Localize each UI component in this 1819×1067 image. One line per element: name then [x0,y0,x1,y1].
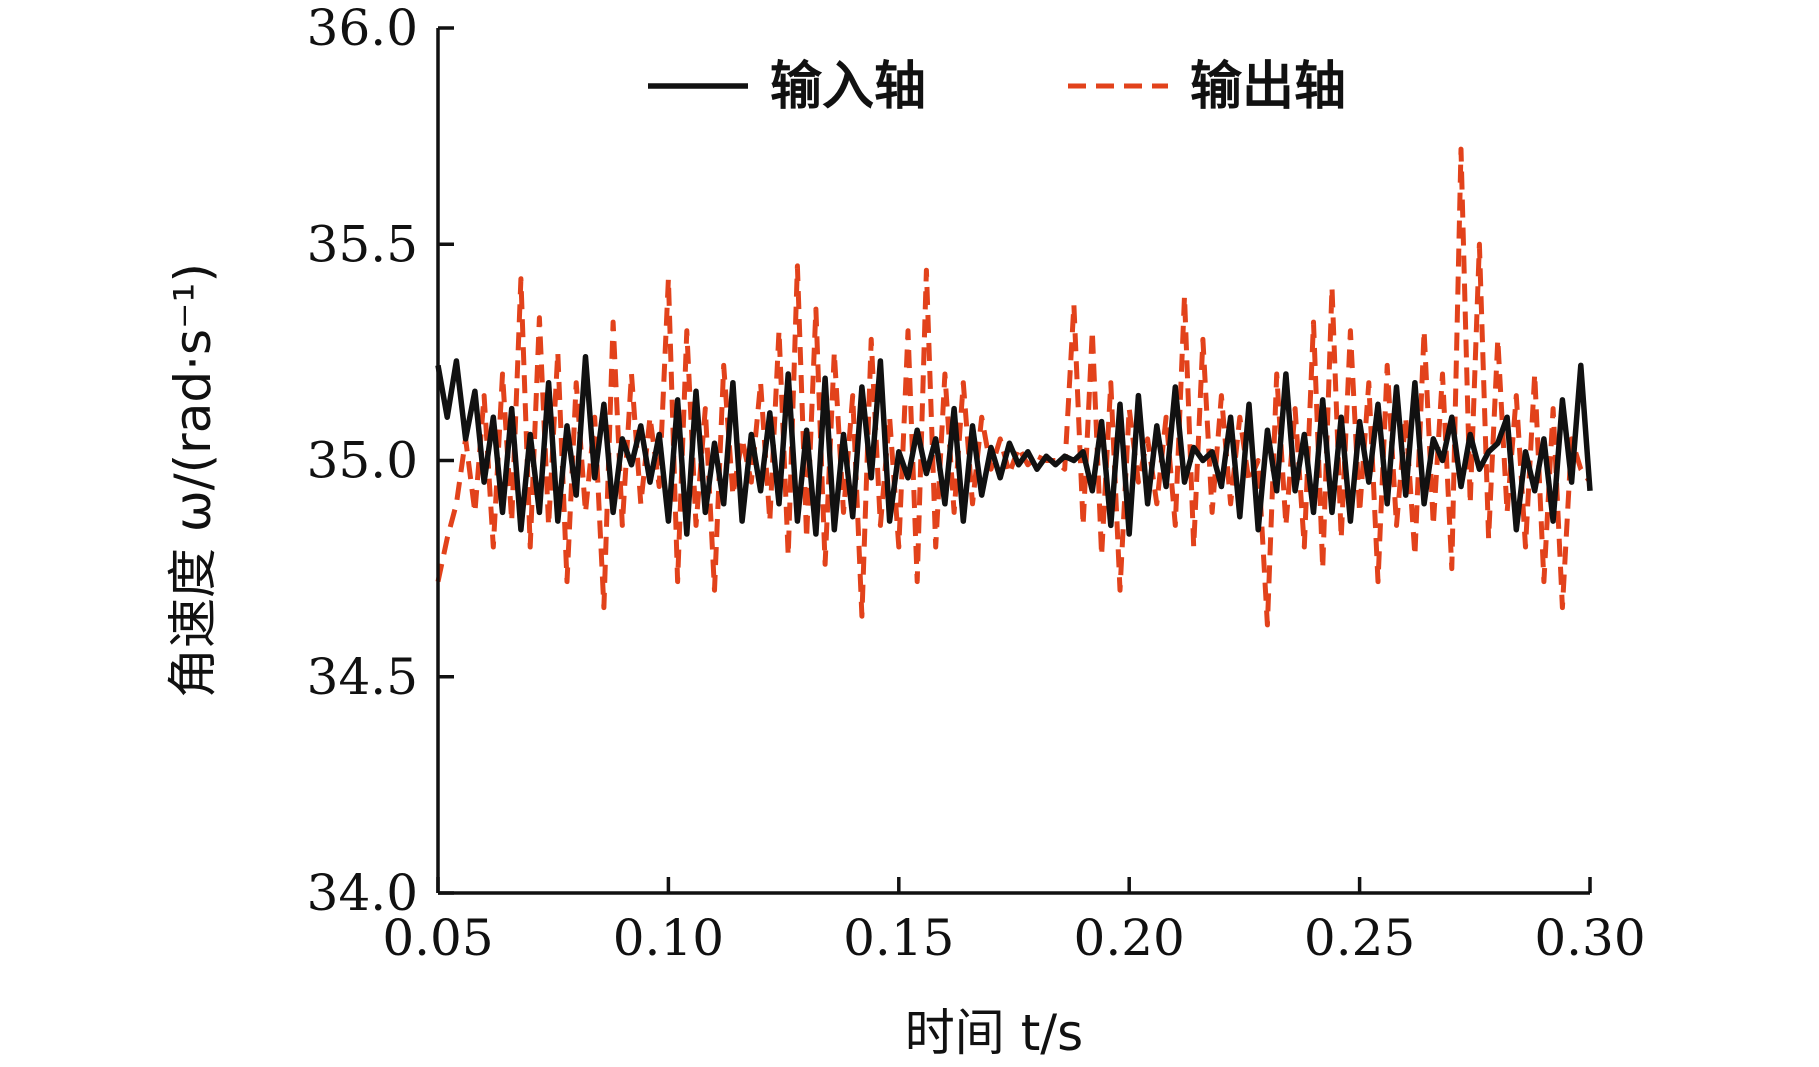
x-tick-label: 0.20 [1074,909,1185,967]
x-tick-label: 0.30 [1534,909,1645,967]
plot-area [435,146,1593,628]
x-axis-title: 时间 t/s [905,1004,1083,1062]
y-tick-label: 35.5 [307,215,418,273]
series-layer [435,146,1593,628]
legend-label-1: 输出轴 [1190,57,1346,117]
y-tick-label: 34.5 [307,648,418,706]
x-tick-label: 0.05 [382,909,493,967]
x-tick-label: 0.10 [613,909,724,967]
y-ticks: 34.0 34.5 35.0 35.5 36.0 [307,0,454,922]
y-tick-label: 36.0 [307,0,418,57]
legend-label-0: 输入轴 [770,57,926,117]
y-axis-title: 角速度 ω/(rad·s⁻¹) [164,263,222,698]
series-line-0 [435,353,1593,537]
y-tick-label: 34.0 [307,864,418,922]
x-tick-label: 0.15 [843,909,954,967]
axes: 34.0 34.5 35.0 35.5 36.0 0.05 0.10 0.15 0.20 0.2… [307,0,1646,967]
x-tick-label: 0.25 [1304,909,1415,967]
y-tick-label: 35.0 [307,432,418,490]
x-ticks: 0.05 0.10 0.15 0.20 0.25 0.30 [382,877,1646,967]
legend: 输入轴 输出轴 [648,57,1346,117]
